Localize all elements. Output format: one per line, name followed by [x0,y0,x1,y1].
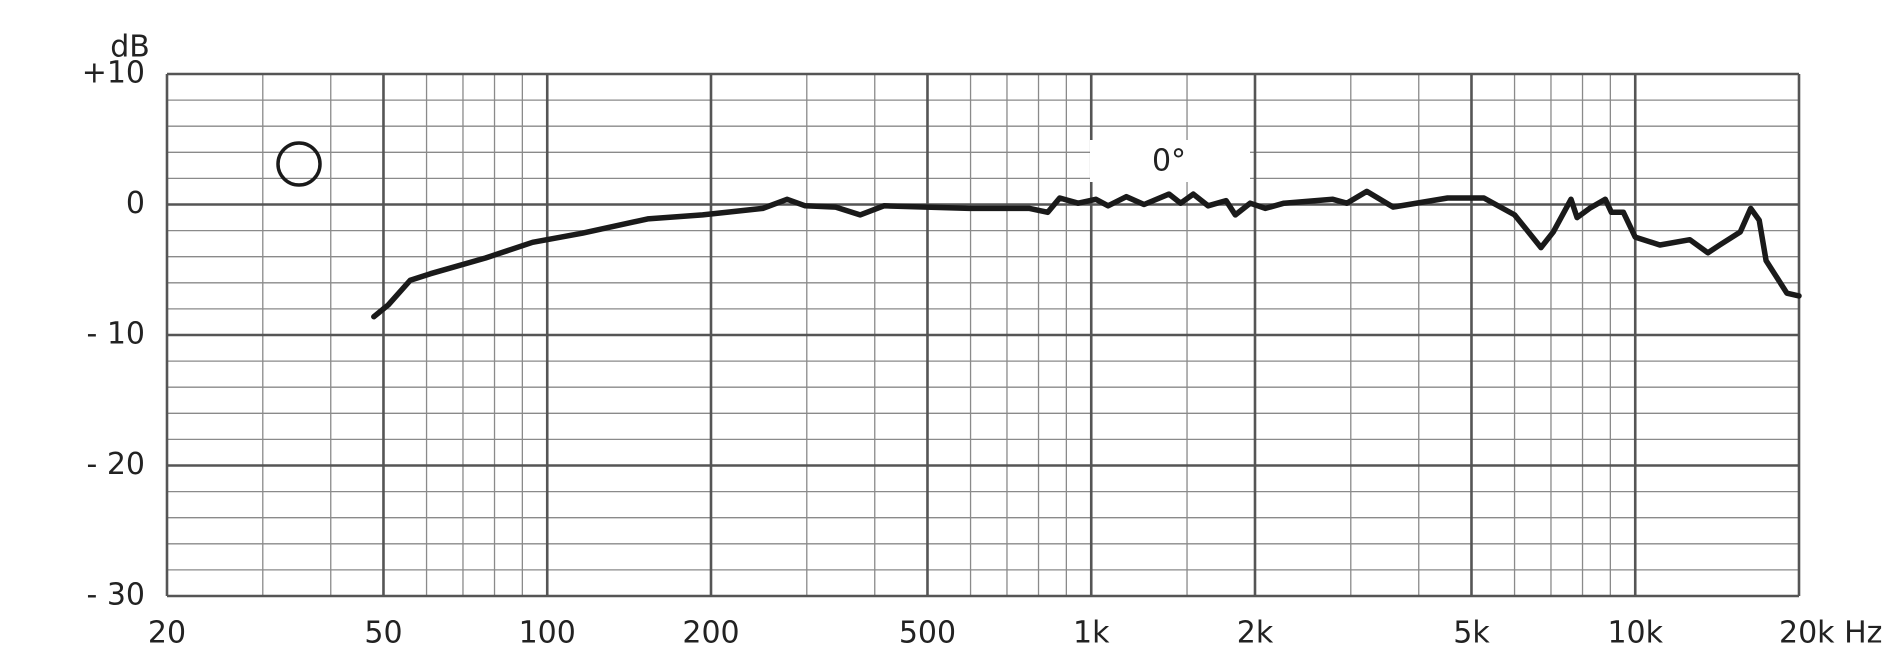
annotation: 0° [1152,144,1186,179]
x-tick-label: 10k [1607,616,1663,651]
x-tick-label: 2k [1237,616,1274,651]
polar-pattern-icon [276,141,322,187]
response-curve [371,188,1802,320]
annotation-background [1090,140,1250,182]
y-tick-label: - 20 [86,447,145,482]
y-tick-label: - 10 [86,317,145,352]
x-tick-label: 100 [519,616,576,651]
x-tick-label: 20 [148,616,186,651]
y-tick-label: - 30 [86,578,145,613]
x-tick-label: 50 [364,616,402,651]
x-tick-label: 1k [1073,616,1110,651]
y-axis-label: dB [110,30,150,65]
x-tick-label: 500 [899,616,956,651]
y-tick-label: 0 [126,186,145,221]
x-tick-label: 200 [682,616,739,651]
x-tick-label: 20k Hz [1779,616,1882,651]
y-tick-label: +10 [82,56,145,91]
x-tick-label: 5k [1453,616,1490,651]
grid [165,72,1801,598]
